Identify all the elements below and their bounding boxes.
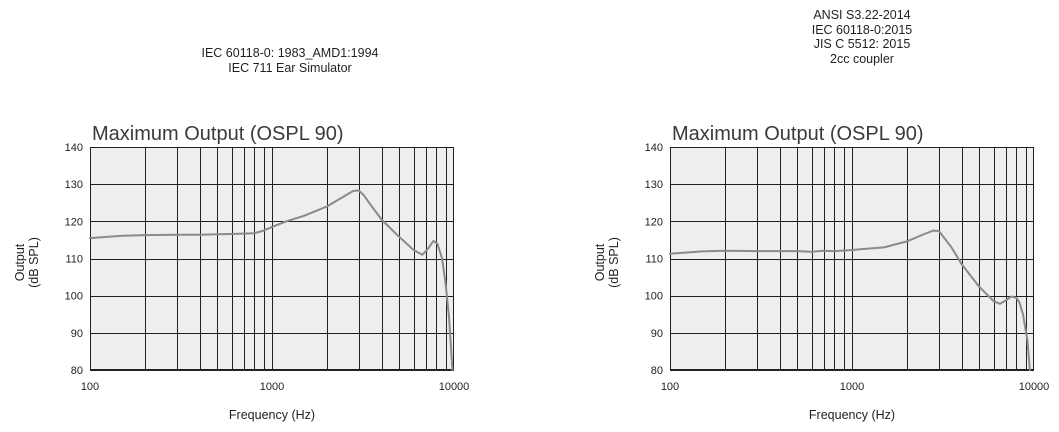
chart-right-title: Maximum Output (OSPL 90) <box>672 123 924 145</box>
chart-left-ytick-label: 100 <box>65 291 83 303</box>
chart-right-ylabel: Output <box>593 243 607 281</box>
chart-left-ytick-label: 120 <box>65 216 83 228</box>
chart-left-ytick-label: 90 <box>71 328 83 340</box>
chart-right-xtick-label: 100 <box>661 381 679 393</box>
chart-right-frame <box>670 147 1034 370</box>
chart-right-header: ANSI S3.22-2014 IEC 60118-0:2015 JIS C 5… <box>692 8 1032 66</box>
chart-left-xtick-label: 1000 <box>260 381 284 393</box>
chart-right-ytick-label: 90 <box>651 328 663 340</box>
chart-right-header-line: IEC 60118-0:2015 <box>811 22 913 37</box>
chart-right-xlabel: Frequency (Hz) <box>809 408 895 422</box>
chart-right-ytick-label: 110 <box>645 254 663 266</box>
chart-left-frame <box>90 147 454 370</box>
chart-left-xtick-label: 10000 <box>439 381 470 393</box>
chart-left-ytick-label: 80 <box>71 365 83 377</box>
chart-left-xtick-label: 100 <box>81 381 99 393</box>
chart-right-ytick-label: 120 <box>645 216 663 228</box>
chart-right-header-line: ANSI S3.22-2014 <box>813 8 911 22</box>
chart-left-ylabel: Output <box>13 243 27 281</box>
chart-left-header-line: IEC 60118-0: 1983_AMD1:1994 <box>201 46 379 60</box>
chart-left-title: Maximum Output (OSPL 90) <box>92 123 344 145</box>
chart-right-ytick-label: 80 <box>651 365 663 377</box>
chart-left-xlabel: Frequency (Hz) <box>229 408 315 422</box>
chart-right-header-line: JIS C 5512: 2015 <box>813 37 911 51</box>
chart-right-series-line <box>669 229 1031 371</box>
chart-left-series-line <box>89 189 454 371</box>
chart-right-ylabel: (dB SPL) <box>607 237 621 288</box>
chart-left: 80 90 100 110 120 130 140 100 1000 10000 Maximum O… <box>13 123 470 422</box>
chart-left-ytick-label: 110 <box>65 254 83 266</box>
chart-right-ytick-label: 140 <box>645 142 663 154</box>
chart-right-header-line: 2cc coupler <box>830 51 894 66</box>
chart-right-ytick-label: 130 <box>645 179 663 191</box>
chart-right-xtick-label: 1000 <box>840 381 864 393</box>
chart-left-ylabel: (dB SPL) <box>27 237 41 288</box>
chart-right-ytick-label: 100 <box>645 291 663 303</box>
chart-left-ytick-label: 140 <box>65 142 83 154</box>
chart-left-header-line: IEC 711 Ear Simulator <box>228 60 352 75</box>
chart-right-xtick-label: 10000 <box>1019 381 1050 393</box>
chart-left-ytick-label: 130 <box>65 179 83 191</box>
chart-right: 80 90 100 110 120 130 140 100 1000 10000 Maximum O… <box>593 123 1050 422</box>
chart-left-header: IEC 60118-0: 1983_AMD1:1994 IEC 711 Ear … <box>120 46 460 75</box>
